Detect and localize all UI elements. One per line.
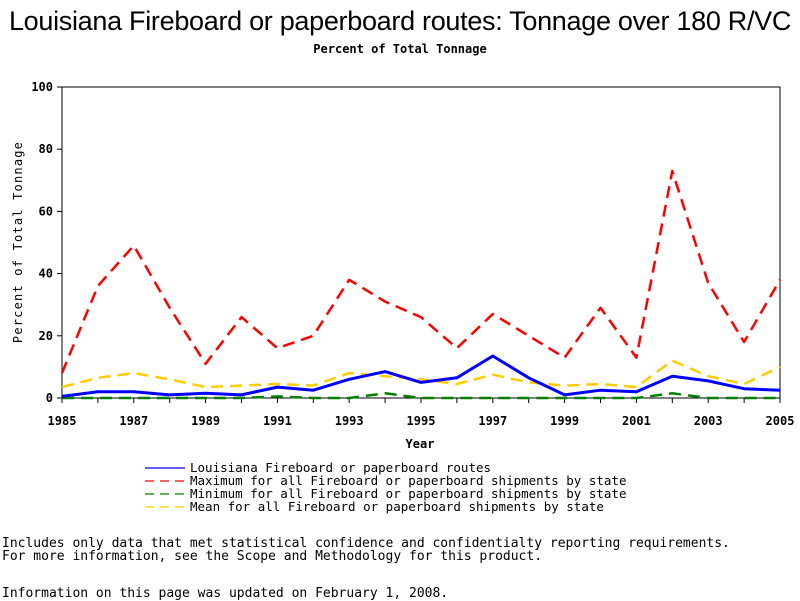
chart-title: Louisiana Fireboard or paperboard routes… (8, 6, 792, 36)
legend-label: Minimum for all Fireboard or paperboard … (190, 486, 627, 501)
y-tick-label: 80 (39, 142, 53, 156)
y-tick-label: 40 (39, 267, 53, 281)
x-axis-label: Year (406, 437, 435, 451)
series-line-0 (61, 354, 781, 398)
legend: Louisiana Fireboard or paperboard routes… (145, 460, 627, 514)
x-tick-label: 1999 (550, 414, 579, 428)
footnote-updated: Information on this page was updated on … (2, 586, 449, 601)
y-tick-label: 60 (39, 204, 53, 218)
footnote-methodology: For more information, see the Scope and … (2, 549, 543, 564)
y-axis-label: Percent of Total Tonnage (11, 141, 25, 343)
x-tick-label: 2001 (622, 414, 651, 428)
x-axis: 1985 1987 1989 1991 1993 1995 1997 1999 2001 2003… (48, 398, 795, 428)
x-tick-label: 2003 (694, 414, 723, 428)
plot-frame (61, 86, 781, 399)
x-tick-label: 1989 (191, 414, 220, 428)
x-tick-label: 1993 (335, 414, 364, 428)
x-tick-label: 1985 (48, 414, 77, 428)
chart-subtitle: Percent of Total Tonnage (313, 42, 487, 56)
series-line-1 (60, 169, 782, 374)
series-line-3 (61, 359, 781, 389)
x-tick-label: 1987 (119, 414, 148, 428)
x-tick-label: 1995 (407, 414, 436, 428)
x-tick-label: 1997 (478, 414, 507, 428)
legend-label: Mean for all Fireboard or paperboard shi… (190, 499, 604, 514)
y-tick-label: 20 (39, 329, 53, 343)
x-tick-label: 1991 (263, 414, 292, 428)
series-lines (60, 169, 782, 400)
legend-label: Louisiana Fireboard or paperboard routes (190, 460, 491, 475)
y-tick-label: 100 (31, 80, 53, 94)
legend-label: Maximum for all Fireboard or paperboard … (190, 473, 627, 488)
series-line-2 (62, 392, 780, 400)
x-tick-label: 2005 (766, 414, 795, 428)
y-tick-label: 0 (46, 391, 53, 405)
footnote-confidentiality: Includes only data that met statistical … (2, 536, 730, 551)
y-axis: 0 20 40 60 80 100 (31, 80, 62, 405)
